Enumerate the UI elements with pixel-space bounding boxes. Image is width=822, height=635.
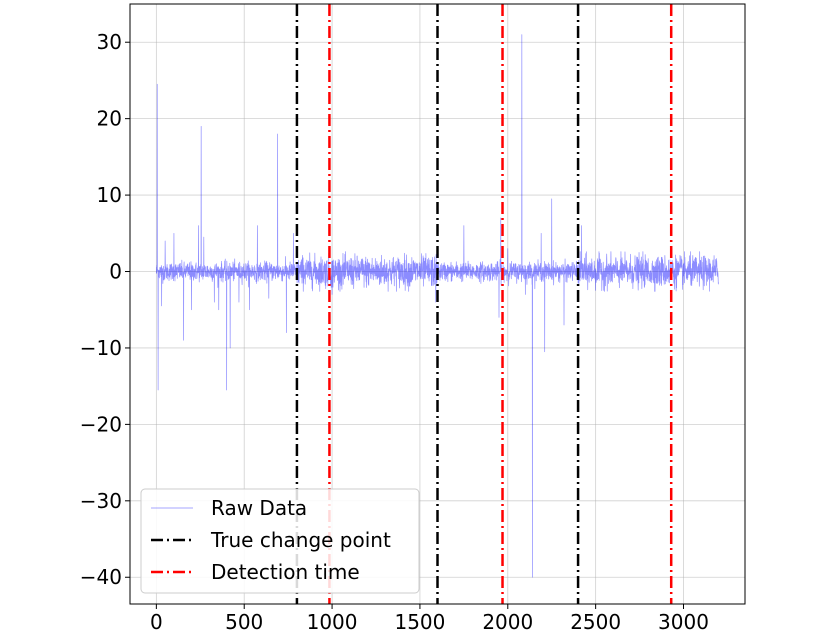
plot-frame	[129, 3, 746, 605]
x-axis: 0 500 1000 1500 2000 2500 3000	[150, 604, 709, 634]
x-tick-label: 1000	[307, 610, 358, 634]
y-tick-label: −40	[80, 565, 122, 589]
y-tick-label: −30	[80, 489, 122, 513]
legend-box	[140, 488, 420, 594]
y-tick-label: 20	[97, 107, 122, 131]
legend-label-detection-time: Detection time	[211, 560, 360, 584]
y-tick-label: 10	[97, 183, 122, 207]
legend-label-true-change-point: True change point	[210, 528, 391, 552]
y-tick-label: 30	[97, 30, 122, 54]
x-tick-label: 2000	[482, 610, 533, 634]
x-tick-label: 500	[225, 610, 263, 634]
x-tick-label: 3000	[658, 610, 709, 634]
y-tick-label: −20	[80, 412, 122, 436]
x-tick-label: 0	[150, 610, 163, 634]
x-tick-label: 1500	[394, 610, 445, 634]
y-tick-label: −10	[80, 336, 122, 360]
legend: Raw Data True change point Detection tim…	[140, 488, 420, 594]
x-tick-label: 2500	[570, 610, 621, 634]
raw-data-line	[156, 34, 719, 578]
raw-data-series	[156, 34, 719, 578]
legend-label-raw-data: Raw Data	[211, 496, 307, 520]
y-axis: 30 20 10 0 −10 −20 −30 −40	[80, 30, 130, 589]
y-tick-label: 0	[109, 260, 122, 284]
